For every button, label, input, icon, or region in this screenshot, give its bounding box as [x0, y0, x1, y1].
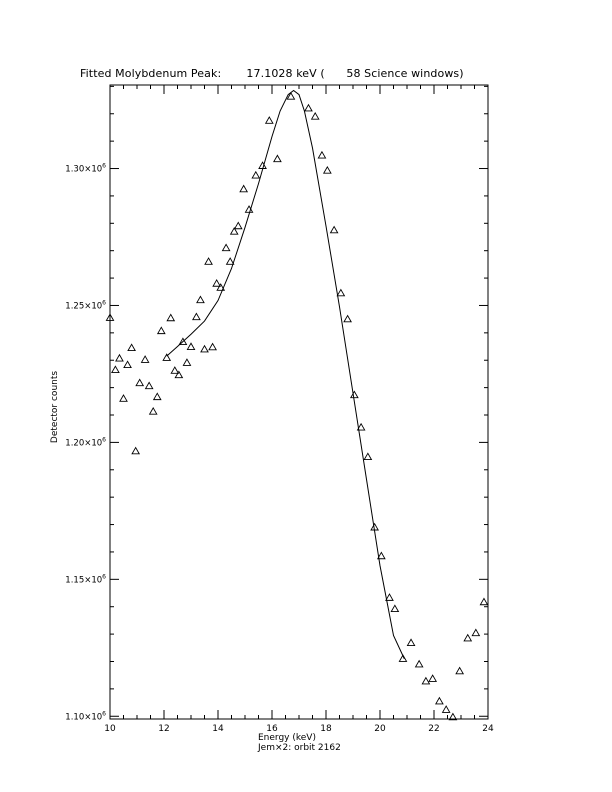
y-tick-label: 1.15×106 — [65, 573, 106, 585]
data-point — [148, 406, 158, 415]
data-point — [135, 378, 145, 387]
data-point — [119, 394, 128, 402]
data-point — [356, 422, 366, 431]
data-point — [370, 522, 379, 531]
data-point — [127, 343, 136, 352]
data-points — [105, 91, 489, 721]
plot-frame — [109, 84, 489, 720]
data-point — [182, 358, 192, 366]
data-point — [225, 257, 235, 265]
data-point — [390, 604, 400, 613]
data-point — [140, 355, 150, 363]
data-point — [123, 360, 132, 369]
data-point — [317, 150, 327, 159]
data-point — [264, 116, 274, 124]
data-point — [233, 221, 243, 230]
data-point — [131, 446, 141, 455]
data-point — [156, 326, 166, 335]
x-tick-label: 18 — [320, 724, 332, 734]
data-point — [166, 313, 176, 322]
y-tick-label: 1.10×106 — [65, 710, 106, 722]
data-point — [105, 313, 115, 321]
data-point — [329, 225, 339, 234]
x-tick-label: 12 — [158, 724, 169, 734]
data-point — [479, 597, 489, 606]
axis-ticks — [109, 85, 489, 719]
x-tick-label: 16 — [266, 724, 278, 734]
data-point — [385, 593, 394, 601]
data-point — [208, 342, 217, 351]
data-point — [441, 705, 451, 713]
data-point — [111, 365, 120, 373]
data-point — [204, 257, 213, 265]
data-point — [336, 288, 346, 297]
y-tick-label: 1.20×106 — [65, 436, 106, 448]
x-tick-label: 20 — [374, 724, 386, 734]
data-point — [115, 353, 124, 362]
data-point — [343, 314, 352, 323]
data-point — [258, 161, 267, 169]
tick-labels: 10 12 14 16 18 20 22 24 1.10×106 1.15×106 1.20×106… — [65, 163, 494, 734]
data-point — [463, 633, 473, 642]
footer-caption: Jem×2: orbit 2162 — [258, 743, 341, 753]
x-tick-label: 22 — [428, 724, 439, 734]
data-point — [273, 154, 282, 163]
y-tick-label: 1.30×106 — [65, 163, 106, 175]
data-point — [170, 366, 180, 374]
data-point — [186, 342, 196, 350]
data-point — [162, 353, 172, 361]
data-point — [398, 654, 408, 662]
data-point — [406, 638, 416, 647]
fit-curve — [166, 89, 405, 659]
data-point — [304, 103, 313, 112]
data-point — [212, 279, 222, 287]
data-point — [221, 243, 231, 252]
x-tick-label: 10 — [104, 724, 116, 734]
data-point — [363, 452, 373, 461]
data-point — [244, 205, 254, 213]
data-point — [414, 659, 424, 668]
data-point — [196, 295, 205, 304]
data-point — [192, 312, 201, 321]
data-point — [349, 390, 359, 399]
data-point — [376, 551, 386, 560]
x-tick-label: 14 — [212, 724, 224, 734]
data-point — [310, 111, 320, 120]
data-point — [471, 628, 481, 637]
data-point — [455, 666, 465, 675]
x-tick-label: 24 — [482, 724, 494, 734]
data-point — [239, 184, 249, 193]
data-point — [178, 337, 188, 346]
data-point — [216, 283, 226, 291]
x-axis-label: Energy (keV) — [258, 733, 316, 743]
data-point — [229, 227, 239, 235]
y-tick-label: 1.25×106 — [65, 299, 106, 311]
chart-title: Fitted Molybdenum Peak: 17.1028 keV ( 58… — [80, 67, 464, 80]
data-point — [428, 674, 438, 682]
data-point — [421, 676, 431, 685]
data-point — [144, 381, 154, 390]
data-point — [448, 712, 458, 721]
data-point — [435, 696, 444, 705]
data-point — [174, 370, 184, 379]
data-point — [322, 165, 332, 174]
data-point — [152, 392, 162, 401]
data-point — [286, 91, 296, 100]
data-point — [200, 344, 209, 353]
data-point — [251, 170, 261, 179]
